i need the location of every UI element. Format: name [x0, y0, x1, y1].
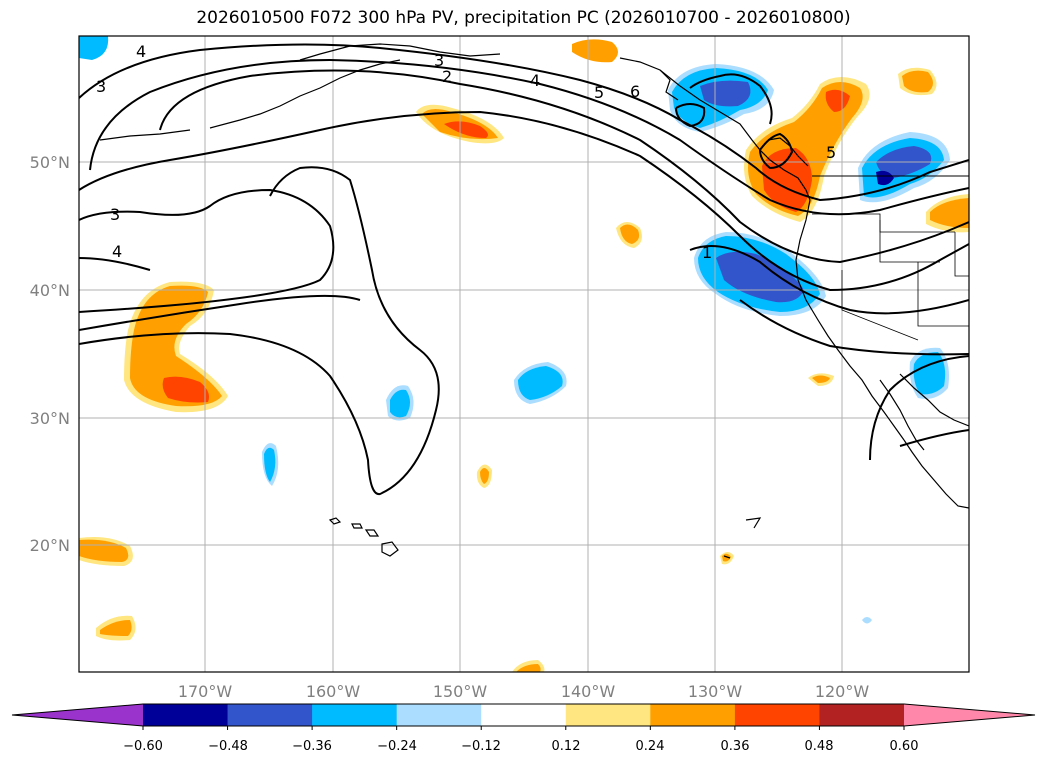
- colorbar-tick-label: −0.24: [377, 739, 417, 754]
- plot-frame: [78, 35, 970, 673]
- pv-contour-label: 4: [112, 242, 122, 261]
- map-title: 2026010500 F072 300 hPa PV, precipitatio…: [196, 8, 851, 28]
- pv-contour-label: 4: [530, 71, 540, 90]
- pv-contour-label: 4: [136, 42, 146, 61]
- precip-blob-positive: [130, 285, 222, 407]
- colorbar-segment: [312, 704, 398, 726]
- colorbar-tick-label: 0.24: [636, 739, 665, 754]
- colorbar-segment: [650, 704, 736, 726]
- precip-blob-negative: [700, 80, 751, 107]
- lon-labels: 170°W 160°W 150°W 140°W 130°W 120°W: [178, 682, 870, 701]
- lon-label: 160°W: [306, 682, 361, 701]
- colorbar-tick-label: 0.12: [552, 739, 581, 754]
- lat-label: 20°N: [30, 536, 70, 555]
- precip-blob-negative: [913, 352, 946, 395]
- lon-label: 120°W: [815, 682, 870, 701]
- colorbar-tick-label: −0.48: [208, 739, 248, 754]
- colorbar-tick-label: 0.60: [890, 739, 919, 754]
- colorbar-extension-high: [904, 704, 1035, 726]
- lat-labels: 50°N 40°N 30°N 20°N: [30, 153, 70, 555]
- lon-label: 170°W: [178, 682, 233, 701]
- pv-contour-label: 6: [630, 82, 640, 101]
- pv-contours: [79, 43, 969, 496]
- colorbar-extension-low: [12, 704, 143, 726]
- lon-label: 140°W: [561, 682, 616, 701]
- precip-blob-positive: [572, 39, 618, 63]
- precip-blob-positive: [444, 121, 488, 138]
- pv-contour-label: 3: [434, 51, 444, 70]
- precip-blob-negative: [390, 389, 410, 418]
- lon-label: 150°W: [433, 682, 488, 701]
- pv-contour-label: 1: [702, 243, 712, 262]
- precip-blob-positive: [902, 70, 933, 93]
- precip-blob-negative: [876, 170, 894, 186]
- colorbar-segment: [396, 704, 482, 726]
- lon-label: 130°W: [688, 682, 743, 701]
- colorbar-segment: [143, 704, 229, 726]
- pv-contour-label: 5: [826, 143, 836, 162]
- pv-contour-label: 2: [442, 67, 452, 86]
- precip-blob-positive: [930, 198, 969, 228]
- map-plot-area: 4 3 3 2 4 5 6 3 4 1 5: [79, 36, 969, 672]
- lat-label: 30°N: [30, 409, 70, 428]
- precip-blob-positive: [100, 620, 132, 636]
- colorbar-segment: [481, 704, 567, 726]
- pv-contour-labels: 4 3 3 2 4 5 6 3 4 1 5: [96, 42, 836, 262]
- colorbar-ticks: −0.60 −0.48 −0.36 −0.24 −0.12 0.12 0.24 …: [123, 739, 918, 754]
- lat-label: 40°N: [30, 281, 70, 300]
- precip-blob-positive: [162, 376, 209, 403]
- colorbar: [11, 703, 1036, 730]
- precip-blob-negative: [862, 617, 872, 624]
- pv-contour-label: 5: [594, 83, 604, 102]
- colorbar-tick-label: −0.12: [461, 739, 501, 754]
- colorbar-segment: [734, 704, 820, 726]
- precip-blob-negative: [518, 366, 563, 400]
- colorbar-tick-label: 0.36: [721, 739, 750, 754]
- precip-blob-negative: [264, 447, 276, 482]
- colorbar-tick-label: 0.48: [805, 739, 834, 754]
- precip-blob-negative: [79, 36, 109, 60]
- colorbar-segment: [819, 704, 905, 726]
- lat-label: 50°N: [30, 153, 70, 172]
- precip-blob-positive: [516, 664, 541, 672]
- colorbar-tick-label: −0.36: [292, 739, 332, 754]
- precip-blob-positive: [480, 468, 489, 484]
- colorbar-tick-label: −0.60: [123, 739, 163, 754]
- precip-blob-positive: [812, 375, 830, 383]
- colorbar-segment: [565, 704, 651, 726]
- graticule: [79, 36, 969, 672]
- colorbar-segment: [227, 704, 313, 726]
- precip-blob-positive: [620, 224, 640, 244]
- precip-blob-positive: [825, 89, 850, 112]
- pv-contour-label: 3: [110, 205, 120, 224]
- precip-blob-positive: [762, 148, 812, 212]
- pv-contour-label: 3: [96, 77, 106, 96]
